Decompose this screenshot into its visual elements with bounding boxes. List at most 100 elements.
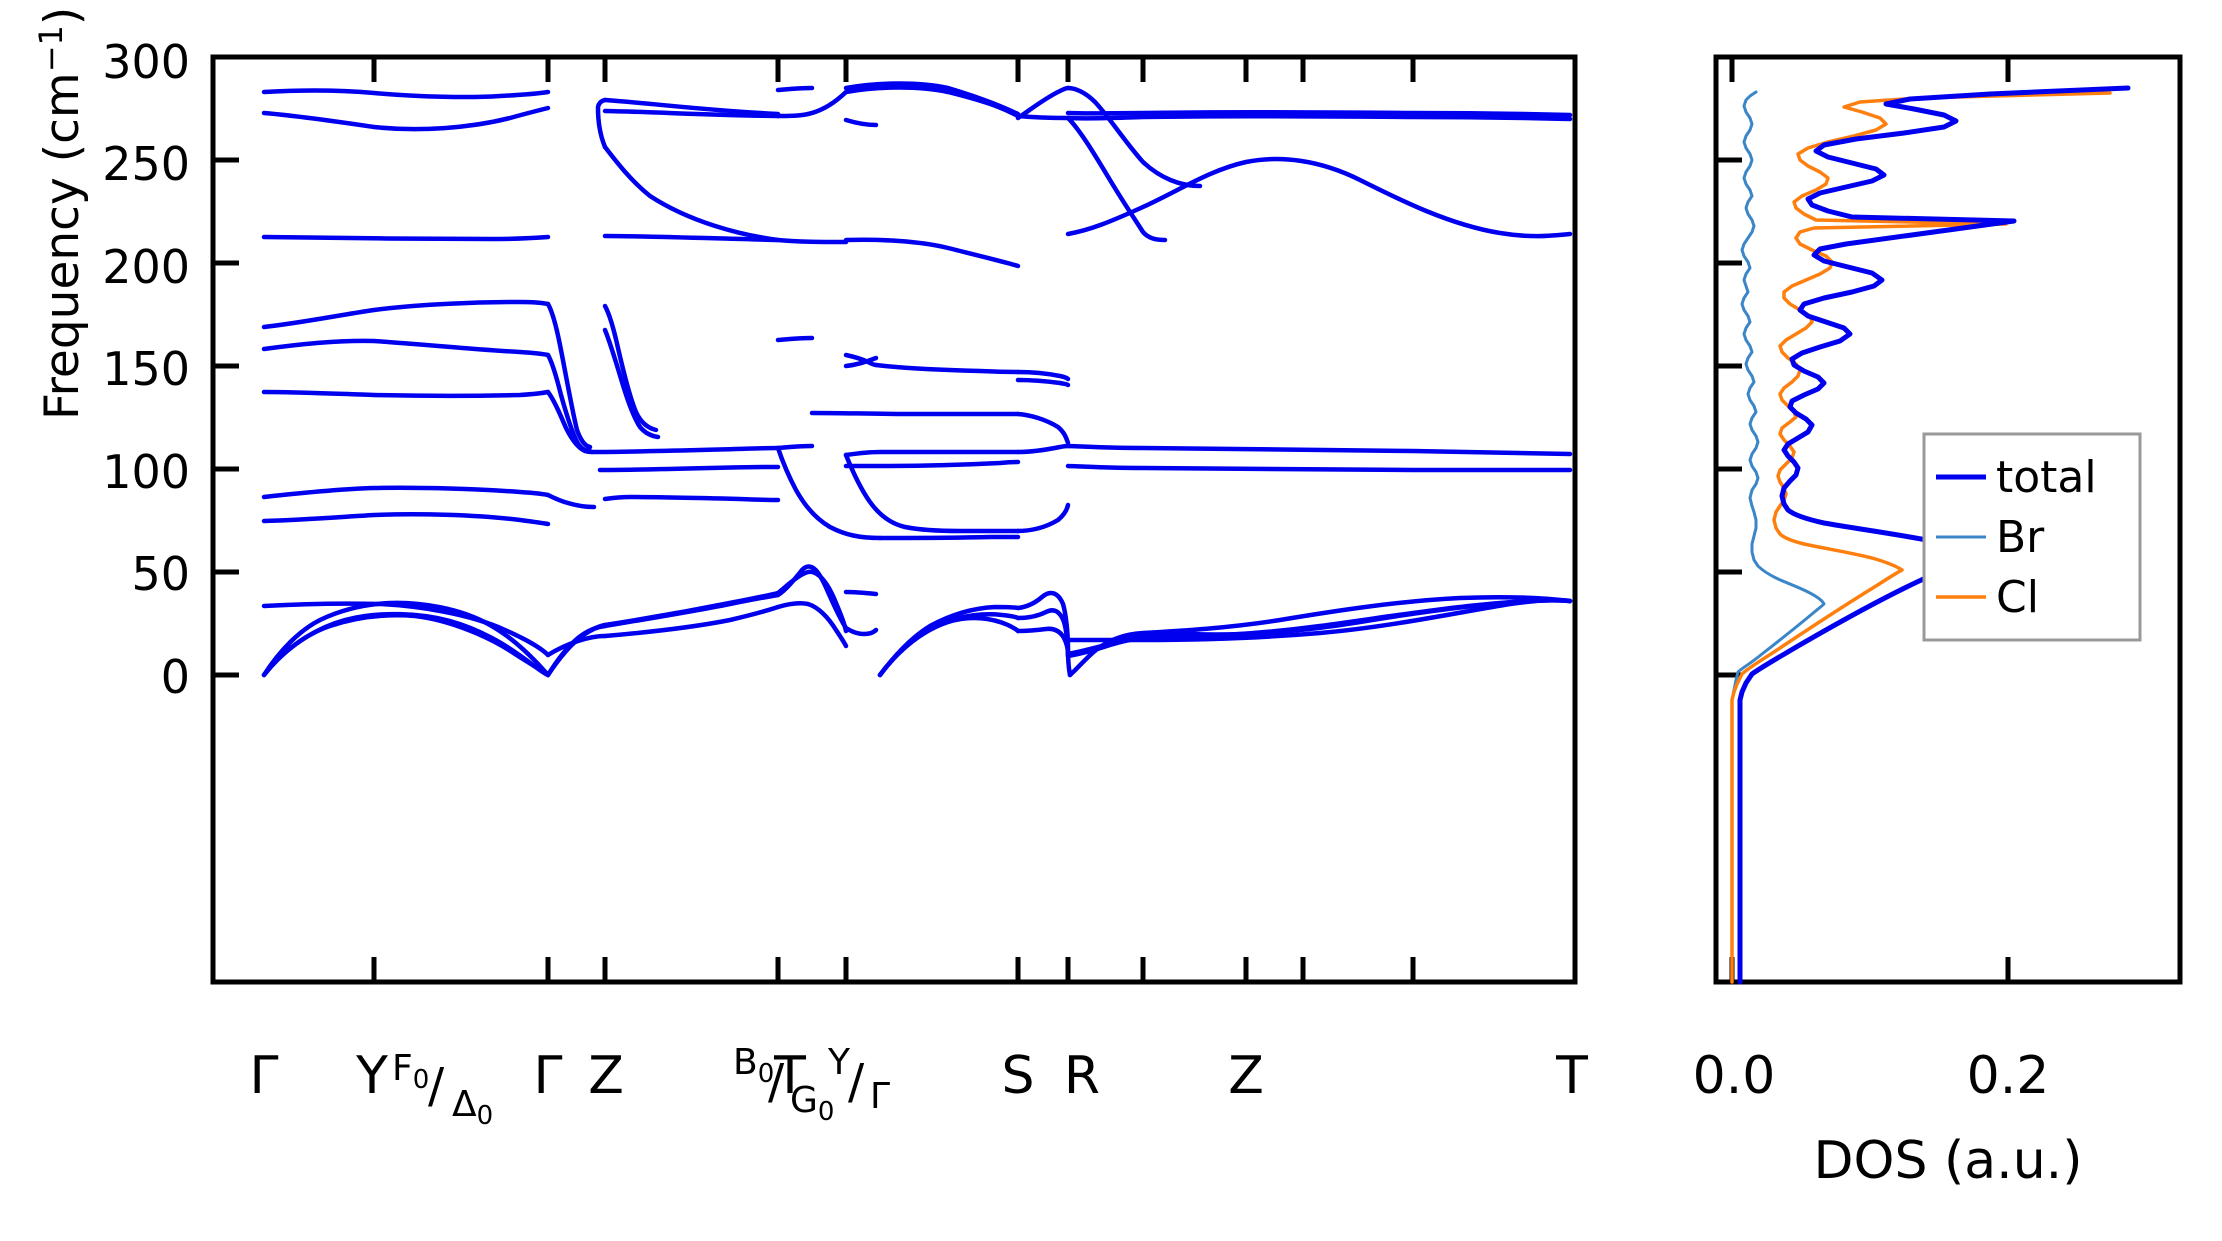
band-branch-33	[261, 511, 551, 527]
band-branch-12	[589, 445, 781, 455]
band-curves	[261, 81, 1573, 678]
band-x-tick-labels: Γ Y F0 / Δ0 Γ Z B0 / G0 T Y	[250, 1042, 1589, 1131]
dos-x-tick-labels: 0.0 0.2	[1693, 1046, 2050, 1106]
acoustic-21	[1015, 626, 1071, 657]
band-branch-19	[1065, 463, 1573, 473]
band-branch-7b	[545, 301, 593, 450]
xlabel-G0-den: G0	[790, 1080, 834, 1127]
xlabel-R: R	[1064, 1046, 1100, 1106]
band-branch-10	[602, 303, 659, 433]
band-branch-9b	[545, 389, 595, 455]
xlabel-F0-Delta0: F0 / Δ0	[392, 1048, 493, 1131]
band-branch-11	[602, 327, 661, 440]
band-branch-35	[602, 494, 781, 503]
legend-label-br[interactable]: Br	[1996, 512, 2045, 563]
xlabel-gamma-1: Γ	[250, 1046, 279, 1106]
band-branch-31	[1015, 411, 1071, 446]
y-axis-label-sup: −1	[32, 25, 70, 72]
acoustic-13	[775, 600, 849, 649]
band-branch-4b	[602, 233, 781, 243]
dos-xlabel-0: 0.0	[1693, 1046, 1776, 1106]
dos-curve-Cl	[1730, 91, 2112, 984]
band-branch-34	[545, 492, 597, 510]
dos-curve-Br	[1730, 90, 1826, 984]
band-branch-3b	[595, 97, 608, 150]
y-tick-label-250: 250	[102, 137, 190, 191]
acoustic-12	[775, 569, 849, 634]
band-branch-15	[843, 449, 1021, 458]
band-branch-16	[843, 459, 1021, 469]
y-tick-label-50: 50	[131, 547, 190, 601]
xlabel-Delta0-den: Δ0	[452, 1084, 493, 1131]
band-branch-5b	[843, 117, 879, 128]
xlabel-Z-1: Z	[588, 1046, 624, 1106]
band-branch-23	[877, 534, 1021, 541]
acoustic-6	[545, 622, 608, 678]
legend-label-cl[interactable]: Cl	[1996, 572, 2039, 623]
y-tick-label-200: 200	[102, 240, 190, 294]
band-branch-4d	[1065, 156, 1573, 239]
band-branch-4	[261, 234, 551, 242]
xlabel-B0-num: B0	[733, 1042, 774, 1089]
dos-legend[interactable]: total Br Cl	[1922, 432, 2142, 642]
band-branch-32	[261, 485, 551, 500]
band-branch-17	[1015, 443, 1071, 455]
dos-axes-box	[1713, 54, 2183, 985]
band-branch-6	[1065, 115, 1168, 243]
acoustic-7	[545, 633, 608, 658]
band-branch-28	[1015, 369, 1071, 382]
acoustic-4	[261, 601, 551, 658]
y-axis-label: Frequency (cm−1)	[32, 7, 90, 420]
band-branch-5d	[1065, 85, 1203, 189]
band-branch-5c	[1015, 85, 1071, 121]
xlabel-Y-1: Y	[355, 1046, 388, 1106]
acoustic-18	[877, 615, 1021, 678]
band-branch-2	[261, 105, 551, 132]
y-axis-label-group: Frequency (cm−1)	[32, 7, 90, 420]
band-y-ticks	[213, 54, 239, 678]
acoustic-16	[877, 604, 1021, 678]
xlabel-B0-slash: /	[768, 1054, 785, 1110]
band-branch-24	[775, 335, 815, 343]
band-branch-1b	[602, 108, 781, 119]
acoustic-14	[843, 589, 879, 597]
band-branch-9	[261, 389, 551, 398]
band-branch-1	[261, 88, 551, 100]
legend-label-total[interactable]: total	[1996, 452, 2097, 503]
band-branch-26	[843, 355, 879, 369]
band-branch-29	[1015, 377, 1071, 388]
acoustic-15	[843, 625, 879, 637]
dos-axis-label: DOS (a.u.)	[1814, 1131, 2083, 1191]
band-branch-18	[1065, 443, 1573, 457]
dos-xlabel-02: 0.2	[1967, 1046, 2050, 1106]
y-tick-label-0: 0	[161, 650, 190, 704]
acoustic-9	[602, 604, 781, 639]
y-tick-label-150: 150	[102, 342, 190, 396]
band-branch-22	[1015, 502, 1071, 534]
xlabel-T-2: T	[1555, 1046, 1588, 1106]
y-tick-label-100: 100	[102, 445, 190, 499]
xlabel-F0-num: F0	[392, 1048, 429, 1095]
xlabel-gamma-2: Γ	[534, 1046, 563, 1106]
y-tick-label-300: 300	[102, 35, 190, 89]
band-branch-20	[775, 445, 883, 541]
band-x-ticks	[371, 57, 1416, 982]
xlabel-S: S	[1001, 1046, 1034, 1106]
band-branch-1c	[775, 85, 1021, 119]
acoustic-3	[261, 611, 551, 678]
xlabel-F0-slash: /	[428, 1058, 445, 1114]
band-branch-14	[775, 443, 815, 451]
y-axis-label-tail: )	[35, 7, 90, 25]
band-branch-4c	[843, 237, 1021, 269]
band-axes-box	[210, 54, 1578, 985]
xlabel-Y-slash: /	[848, 1054, 865, 1110]
band-branch-5	[775, 85, 815, 93]
dos-panel-frame	[1713, 54, 2183, 985]
dos-curve-total	[1737, 85, 2131, 985]
band-panel-frame	[210, 54, 1578, 985]
band-branch-7	[261, 299, 551, 330]
band-branch-1d	[1015, 113, 1573, 122]
band-branch-2d	[1065, 110, 1573, 118]
acoustic-10	[602, 590, 781, 628]
